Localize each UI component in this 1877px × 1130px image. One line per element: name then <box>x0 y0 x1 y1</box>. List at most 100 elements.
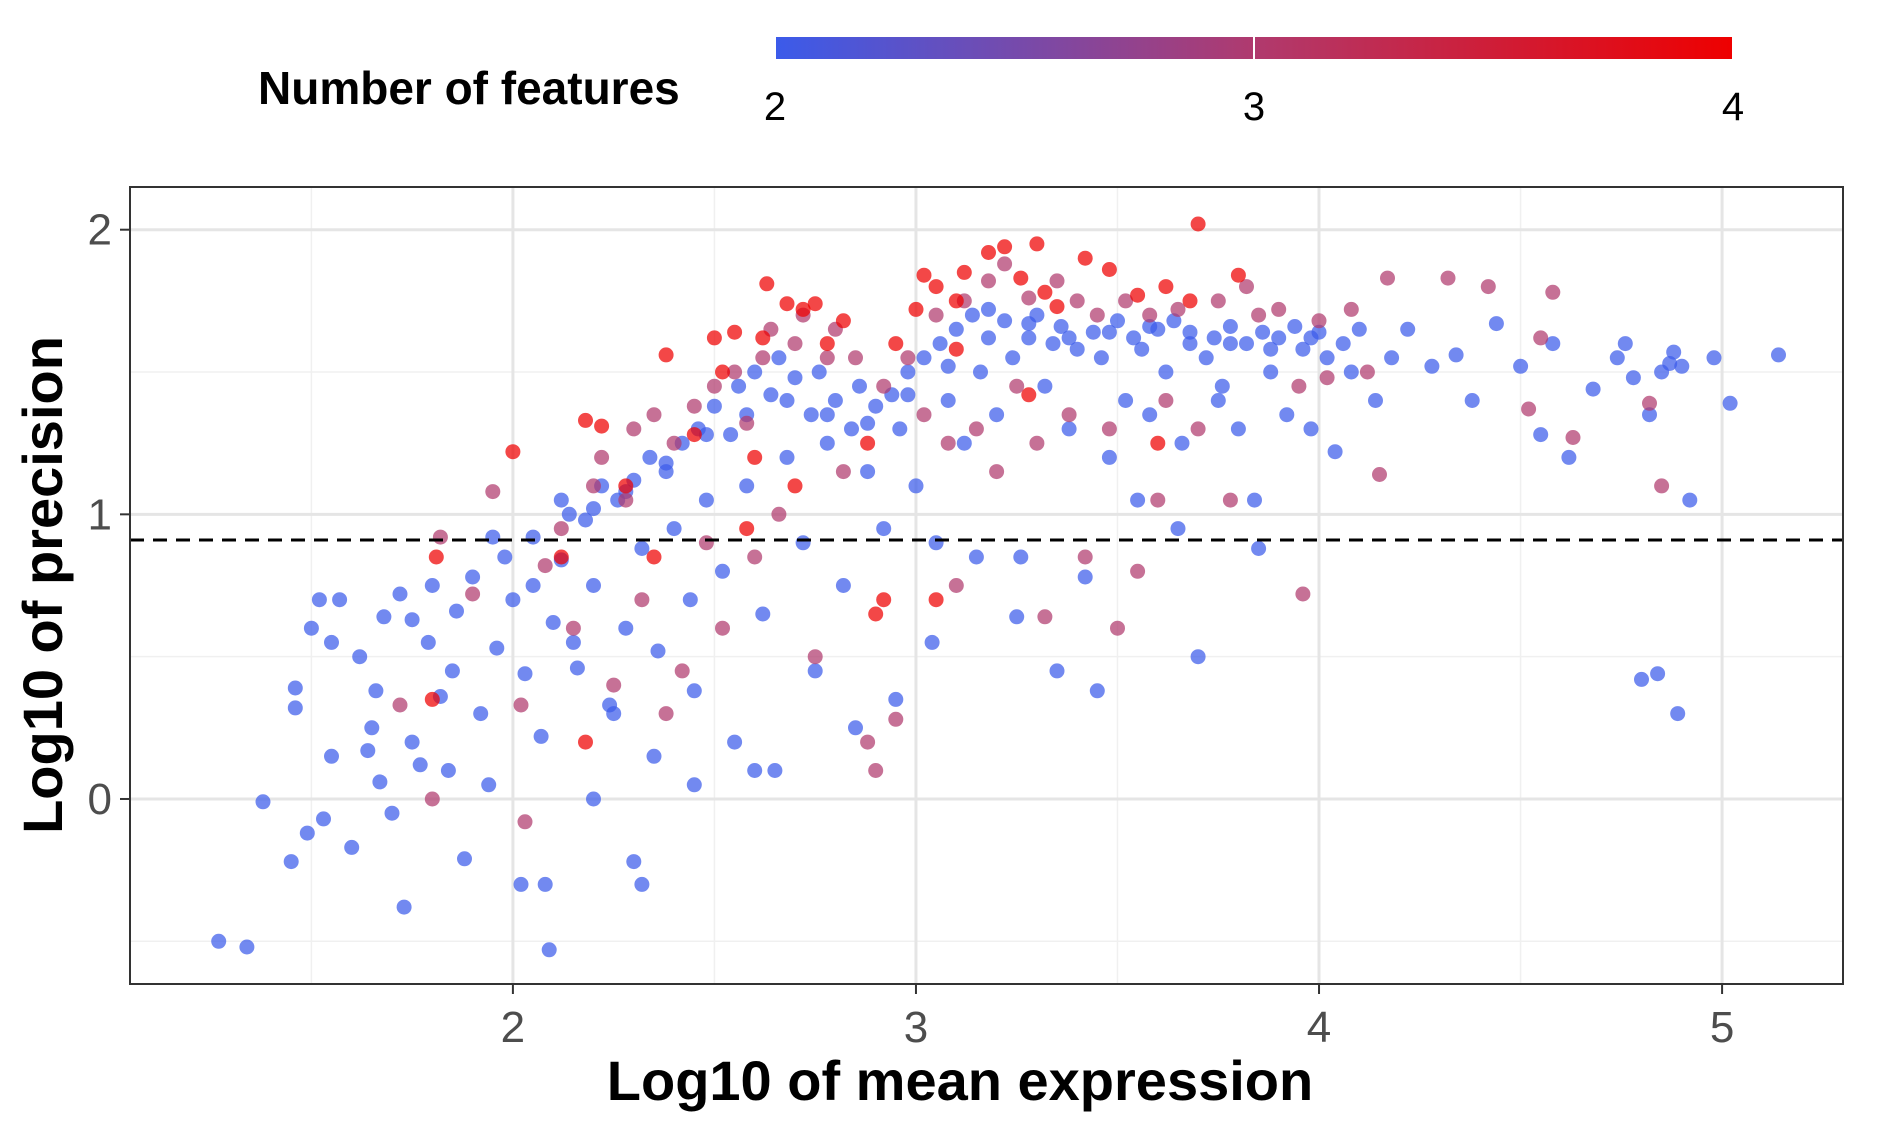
data-point <box>1706 350 1722 366</box>
data-point <box>1271 301 1287 317</box>
data-point <box>819 407 835 423</box>
data-point <box>1061 407 1077 423</box>
data-point <box>860 435 876 451</box>
data-point <box>771 350 787 366</box>
data-point <box>440 763 456 778</box>
data-point <box>835 578 851 593</box>
data-point <box>819 336 835 352</box>
data-point <box>332 592 348 608</box>
data-point <box>1013 270 1029 286</box>
data-point <box>844 421 859 437</box>
data-point <box>299 825 315 841</box>
data-point <box>537 558 553 574</box>
data-point <box>916 350 932 366</box>
data-point <box>1069 293 1085 309</box>
data-point <box>1222 319 1238 334</box>
data-point <box>1368 393 1383 408</box>
data-point <box>1045 336 1061 352</box>
y-tick-label: 1 <box>88 490 112 539</box>
data-point <box>1142 307 1158 323</box>
data-point <box>860 734 876 750</box>
data-point <box>1654 478 1670 494</box>
data-point <box>771 506 787 522</box>
data-point <box>618 492 634 508</box>
data-point <box>795 301 811 317</box>
data-point <box>594 449 610 465</box>
data-point <box>1303 421 1319 437</box>
data-point <box>465 586 481 602</box>
data-point <box>686 398 702 414</box>
data-point <box>1190 216 1206 232</box>
data-point <box>1585 381 1601 397</box>
data-point <box>1049 273 1065 289</box>
data-point <box>1287 319 1303 334</box>
data-point <box>835 313 851 329</box>
data-point <box>1335 336 1351 352</box>
data-point <box>1061 330 1077 346</box>
data-point <box>324 748 339 764</box>
data-point <box>1150 435 1166 451</box>
data-point <box>787 370 803 386</box>
data-point <box>759 276 775 292</box>
data-point <box>1053 319 1069 334</box>
data-point <box>525 529 541 545</box>
data-point <box>1480 279 1496 295</box>
data-point <box>803 407 819 423</box>
data-point <box>779 296 795 312</box>
data-point <box>1174 435 1190 451</box>
y-axis: 0 1 2 <box>88 206 130 824</box>
data-point <box>940 393 956 408</box>
data-point <box>747 364 763 380</box>
plot-panel <box>130 187 1843 984</box>
x-tick-label: 2 <box>501 1003 525 1052</box>
legend-tick-label: 4 <box>1722 85 1744 129</box>
data-point <box>586 478 601 494</box>
data-point <box>1021 290 1037 306</box>
data-point <box>916 407 932 423</box>
data-point <box>1198 350 1214 366</box>
data-point <box>1005 350 1021 366</box>
data-point <box>1166 313 1182 329</box>
y-tick-label: 2 <box>88 206 112 255</box>
data-point <box>1351 321 1367 337</box>
data-point <box>1093 350 1109 366</box>
data-point <box>997 239 1013 255</box>
data-point <box>505 592 521 608</box>
data-point <box>1029 435 1045 451</box>
data-point <box>848 350 863 366</box>
data-point <box>1319 370 1335 386</box>
data-point <box>928 592 944 608</box>
data-point <box>457 851 472 867</box>
data-point <box>618 478 634 494</box>
data-point <box>908 301 924 317</box>
data-point <box>1182 293 1198 309</box>
data-point <box>706 398 722 414</box>
data-point <box>658 347 674 363</box>
data-point <box>1279 407 1295 423</box>
data-point <box>1400 321 1416 337</box>
data-point <box>372 774 388 790</box>
data-point <box>364 720 380 736</box>
data-point <box>586 791 601 807</box>
data-point <box>860 464 876 480</box>
data-point <box>868 398 884 414</box>
data-point <box>1533 330 1549 346</box>
data-point <box>1158 279 1174 295</box>
data-point <box>428 549 444 565</box>
data-point <box>533 728 549 744</box>
data-point <box>1239 279 1254 295</box>
data-point <box>779 393 795 408</box>
data-point <box>868 606 884 622</box>
data-point <box>517 814 533 830</box>
data-point <box>444 663 460 679</box>
data-point <box>715 364 730 380</box>
data-point <box>578 512 593 528</box>
data-point <box>424 691 440 707</box>
data-point <box>755 350 771 366</box>
y-axis-title: Log10 of precision <box>11 336 74 834</box>
data-point <box>1634 671 1649 687</box>
data-point <box>1037 284 1053 300</box>
data-point <box>465 569 481 585</box>
data-points <box>211 216 1786 958</box>
data-point <box>900 364 916 380</box>
